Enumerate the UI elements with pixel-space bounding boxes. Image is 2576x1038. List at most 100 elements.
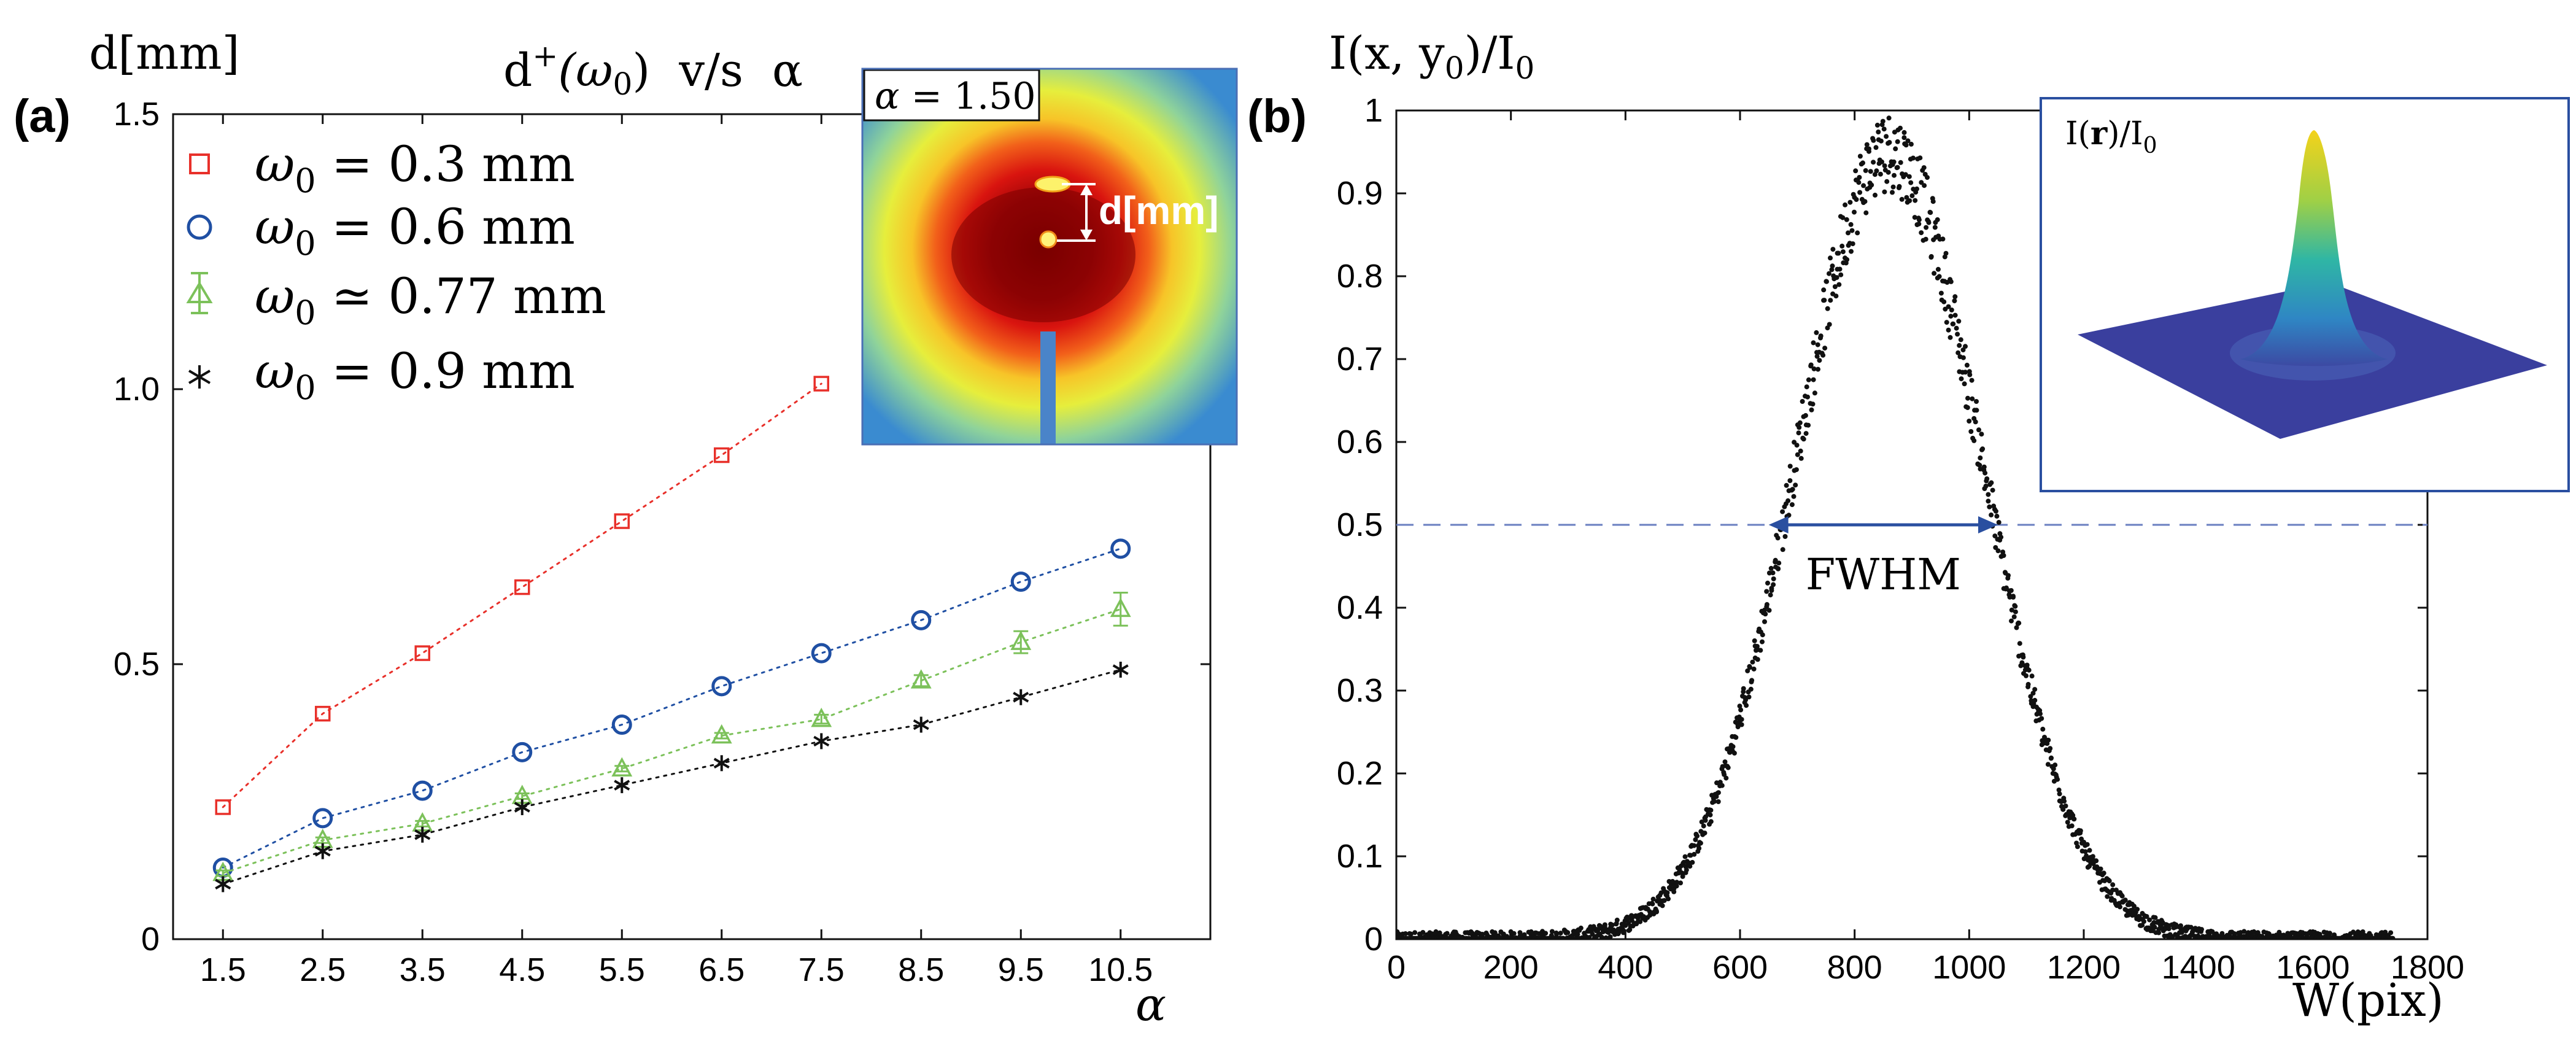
scatter-point [1708,819,1714,824]
scatter-point [2039,716,2044,721]
scatter-point [1979,432,1984,437]
scatter-point [2009,607,2014,613]
scatter-point [2025,681,2031,687]
scatter-point [1730,744,1736,749]
scatter-point [1878,171,1883,177]
scatter-point [1946,327,1951,333]
scatter-point [1771,582,1776,587]
scatter-point [1854,197,1859,202]
scatter-point [2390,935,2396,939]
scatter-point [2057,791,2062,797]
scatter-point [2009,618,2014,624]
scatter-point [2029,673,2035,679]
scatter-point [1849,228,1855,233]
scatter-point [1776,560,1782,566]
scatter-point [1868,169,1873,174]
scatter-point [1901,135,1907,141]
scatter-point [1480,932,1485,937]
scatter-point [1695,833,1700,839]
scatter-point [2032,687,2038,692]
scatter-point [1782,534,1788,539]
scatter-point [1922,183,1927,188]
scatter-point [1794,443,1800,448]
scatter-point [2152,915,2158,920]
scatter-point [1928,210,1933,215]
scatter-point [1818,333,1824,339]
scatter-point [1884,179,1890,184]
scatter-point [1916,217,1922,223]
inset-arrowhead-down [1080,230,1093,241]
scatter-point [1839,243,1845,249]
legend-entry-1: ω0 = 0.6 mm [255,198,575,263]
scatter-point [1797,425,1802,430]
data-point-square [514,579,530,595]
panel-a-label: (a) [14,90,71,142]
data-point-star [713,755,730,772]
scatter-point [1996,520,2002,525]
scatter-point [1848,222,1854,227]
scatter-point [1876,130,1881,134]
scatter-point [2045,762,2051,767]
data-point-square [414,645,430,661]
panel-b-x-ticks: 0 200 400 600 800 1000 1200 1400 1600 1800 [1387,110,2464,986]
scatter-point [1787,478,1793,483]
series-line-1 [222,548,1122,869]
legend-entry-0: ω0 = 0.3 mm [255,136,575,200]
scatter-point [2071,816,2077,822]
data-point-circle [911,610,932,630]
scatter-point [1886,115,1892,121]
scatter-point [1821,287,1827,293]
scatter-point [1665,890,1670,896]
data-point-circle [1110,538,1131,559]
scatter-point [1963,370,1968,375]
scatter-point [1830,263,1835,269]
x-tick-label: 8.5 [898,951,944,988]
scatter-point [1944,320,1949,325]
panel-a-title: d+(ω0) v/s α [503,38,803,102]
scatter-point [1932,271,1937,276]
scatter-point [2014,625,2019,630]
scatter-point [2051,766,2056,772]
scatter-point [1971,438,1977,443]
scatter-point [1671,889,1677,894]
scatter-point [2011,594,2016,599]
scatter-point [2001,553,2006,558]
scatter-point [1748,686,1754,692]
scatter-point [1919,230,1924,236]
scatter-point [1814,330,1819,335]
scatter-point [1820,352,1826,358]
scatter-point [1960,355,1966,360]
scatter-point [1897,184,1902,189]
scatter-point [1437,930,1442,935]
scatter-point [2048,746,2053,751]
scatter-point [1856,180,1862,185]
scatter-point [1764,589,1770,594]
x-tick-label: 600 [1712,949,1768,986]
scatter-point [1974,408,1979,413]
scatter-point [2383,929,2388,935]
scatter-point [1561,935,1566,939]
scatter-point [1766,608,1772,613]
scatter-point [2110,882,2116,888]
inset-dark-core [951,187,1135,322]
scatter-point [2062,799,2067,804]
y-tick-label: 0.3 [1337,672,1383,709]
scatter-point [2087,848,2092,853]
scatter-point [1958,337,1963,343]
scatter-point [1891,159,1897,165]
scatter-point [1674,883,1679,889]
legend-marker-triangle [186,272,213,314]
scatter-point [1827,322,1832,327]
scatter-point [2056,788,2062,792]
scatter-point [1702,831,1708,836]
y-tick-label: 0.7 [1337,341,1383,378]
scatter-point [1738,707,1744,713]
scatter-point [1737,703,1742,709]
y-tick-label: 0 [141,921,160,958]
scatter-point [1962,381,1967,387]
y-tick-label: 0 [1364,921,1383,958]
scatter-point [1852,209,1857,215]
x-tick-label: 800 [1827,949,1882,986]
data-point-triangle [910,669,932,689]
scatter-point [1836,282,1842,287]
